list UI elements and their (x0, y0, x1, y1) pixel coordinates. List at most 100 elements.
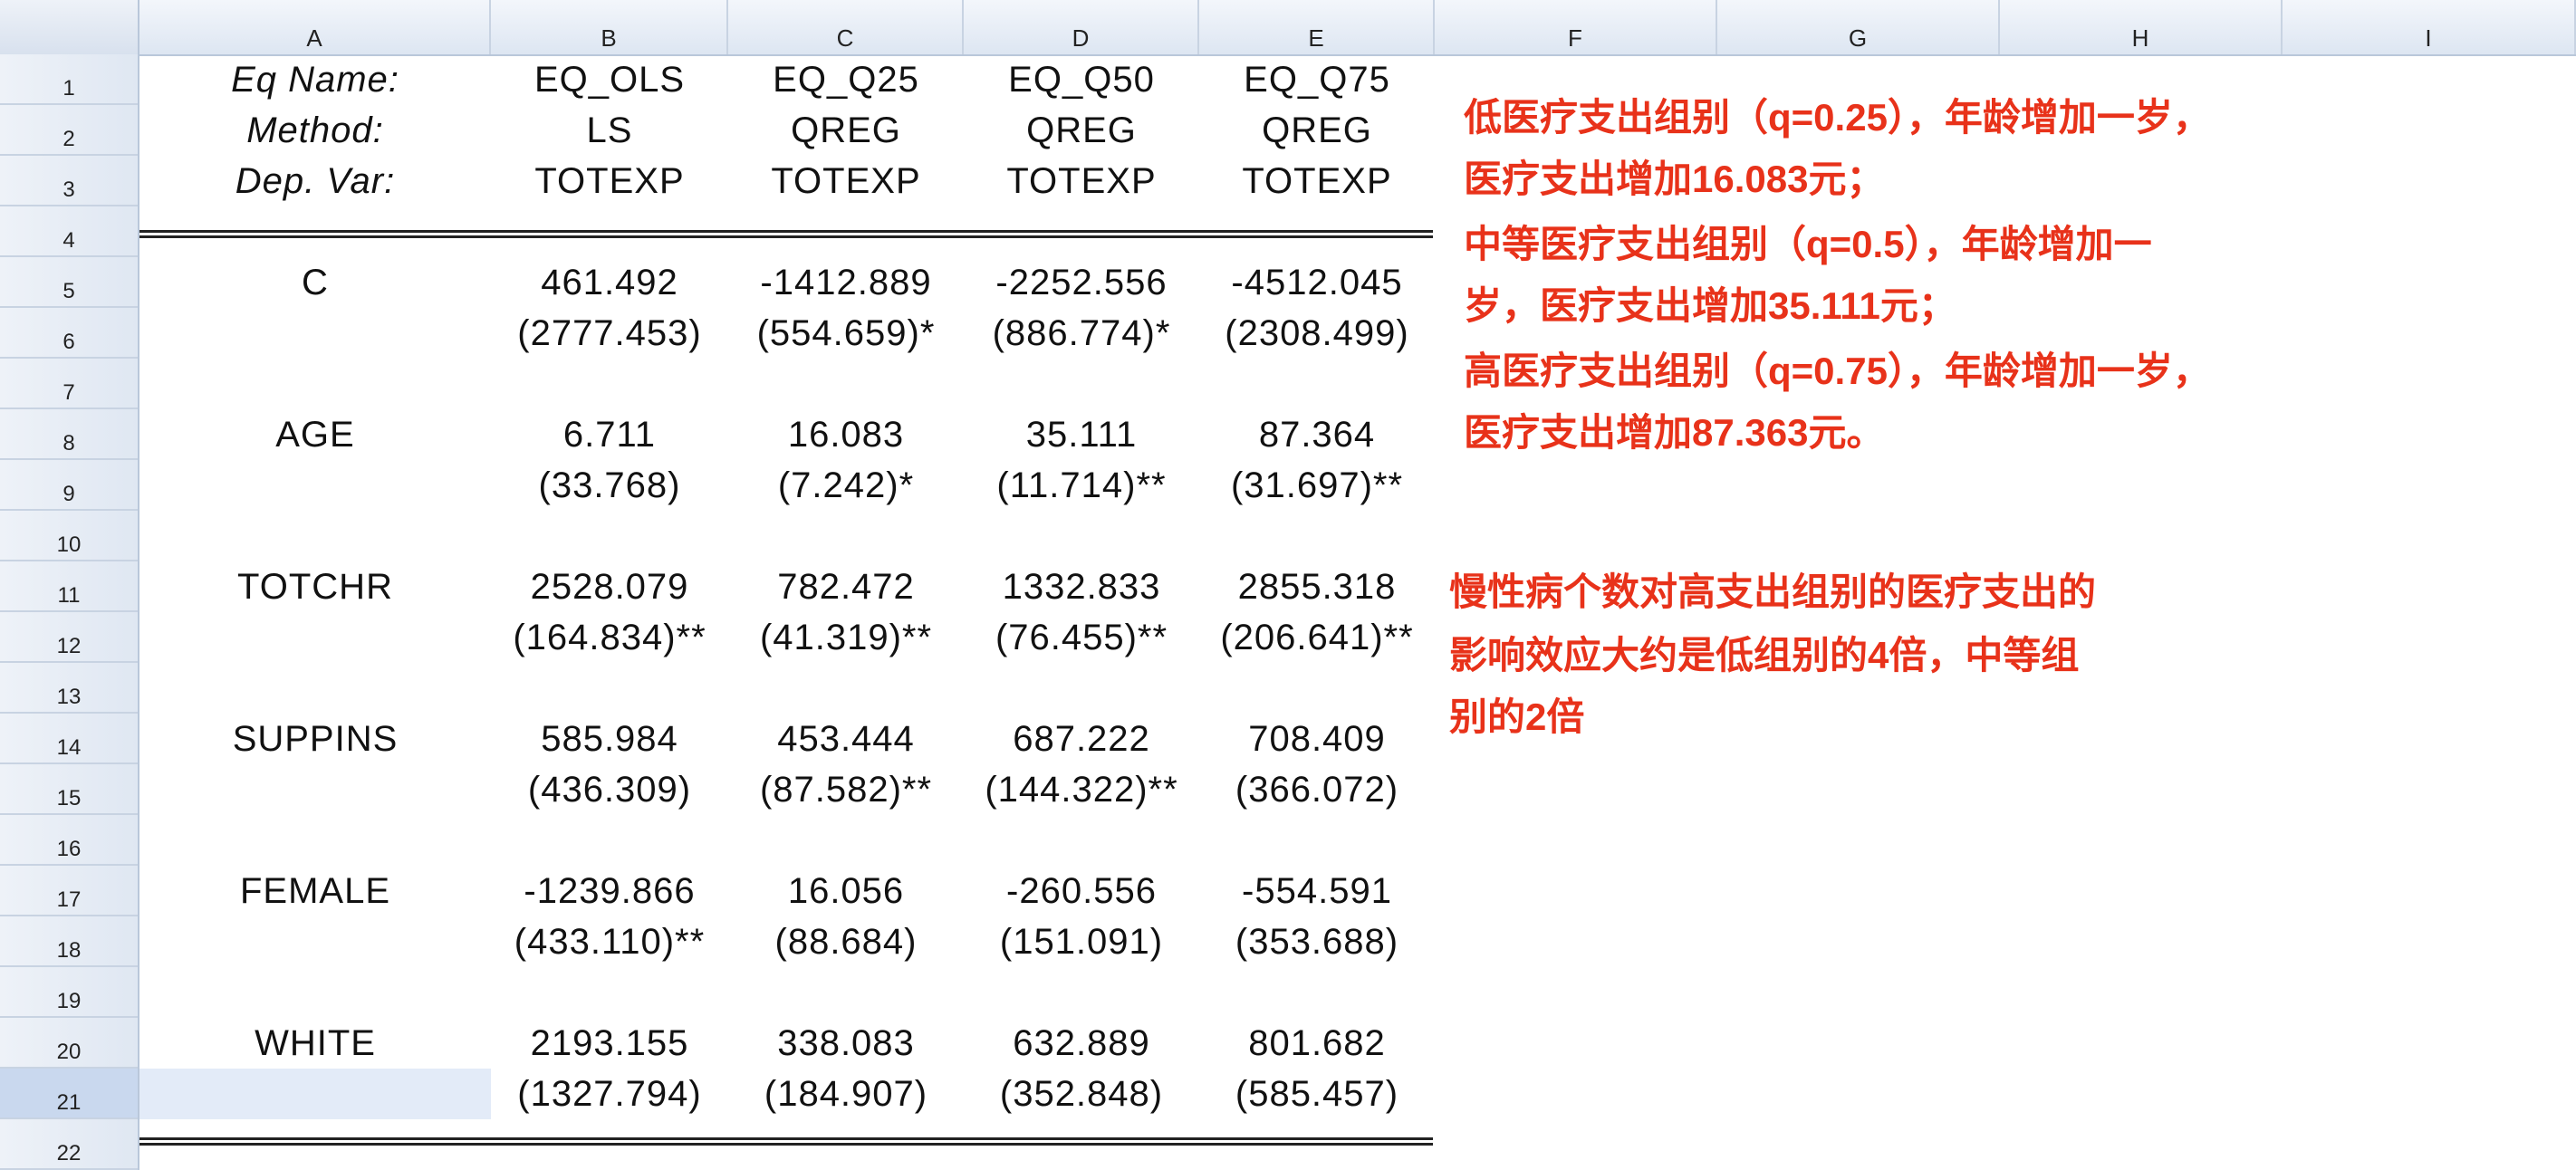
coef-cell[interactable]: 461.492 (541, 262, 678, 302)
method-q50[interactable]: QREG (1026, 110, 1137, 150)
method-label[interactable]: Method: (246, 110, 384, 150)
row-header[interactable]: 17 (0, 866, 138, 916)
se-cell[interactable]: (1327.794) (517, 1073, 702, 1114)
coef-cell[interactable]: -2252.556 (995, 262, 1168, 302)
selected-cell-a21[interactable] (139, 1069, 491, 1119)
se-cell[interactable]: (554.659)* (756, 312, 936, 353)
coef-cell[interactable]: 16.056 (787, 870, 905, 911)
se-cell[interactable]: (353.688) (1235, 921, 1399, 962)
var-name-suppins[interactable]: SUPPINS (232, 718, 399, 759)
column-header-a[interactable]: A (139, 0, 491, 54)
row-header-selected[interactable]: 21 (0, 1069, 138, 1119)
se-cell[interactable]: (366.072) (1235, 769, 1399, 810)
se-cell[interactable]: (433.110)** (514, 921, 706, 962)
coef-cell[interactable]: 2193.155 (530, 1022, 689, 1063)
row-header[interactable]: 11 (0, 561, 138, 612)
se-cell[interactable]: (11.714)** (996, 465, 1167, 505)
column-header-e[interactable]: E (1199, 0, 1435, 54)
row-header[interactable]: 7 (0, 359, 138, 409)
var-name-white[interactable]: WHITE (255, 1022, 376, 1063)
coef-cell[interactable]: 338.083 (777, 1022, 915, 1063)
coef-cell[interactable]: 2528.079 (530, 566, 689, 607)
se-cell[interactable]: (164.834)** (513, 617, 706, 657)
se-cell[interactable]: (31.697)** (1230, 465, 1404, 505)
var-name-age[interactable]: AGE (275, 414, 355, 455)
row-header[interactable]: 14 (0, 714, 138, 764)
dep-var-q50[interactable]: TOTEXP (1006, 160, 1157, 201)
se-cell[interactable]: (2308.499) (1225, 312, 1409, 353)
method-q25[interactable]: QREG (791, 110, 901, 150)
row-header[interactable]: 5 (0, 257, 138, 308)
row-header[interactable]: 13 (0, 663, 138, 714)
column-header-h[interactable]: H (2000, 0, 2283, 54)
se-cell[interactable]: (151.091) (999, 921, 1164, 962)
row-header[interactable]: 4 (0, 206, 138, 257)
row-header[interactable]: 2 (0, 105, 138, 156)
row-header[interactable]: 15 (0, 764, 138, 815)
coef-cell[interactable]: -4512.045 (1231, 262, 1403, 302)
method-q75[interactable]: QREG (1262, 110, 1372, 150)
eq-name-q50[interactable]: EQ_Q50 (1008, 59, 1155, 100)
row-header[interactable]: 6 (0, 308, 138, 359)
se-cell[interactable]: (206.641)** (1220, 617, 1414, 657)
coef-cell[interactable]: 801.682 (1248, 1022, 1386, 1063)
row-header[interactable]: 10 (0, 511, 138, 561)
se-cell[interactable]: (7.242)* (777, 465, 915, 505)
se-cell[interactable]: (184.907) (764, 1073, 928, 1114)
row-header[interactable]: 22 (0, 1119, 138, 1170)
se-cell[interactable]: (352.848) (999, 1073, 1164, 1114)
se-cell[interactable]: (87.582)** (759, 769, 933, 810)
column-header-f[interactable]: F (1435, 0, 1717, 54)
column-header-b[interactable]: B (491, 0, 728, 54)
column-header-d[interactable]: D (964, 0, 1199, 54)
se-cell[interactable]: (585.457) (1235, 1073, 1399, 1114)
coef-cell[interactable]: 453.444 (777, 718, 915, 759)
method-ols[interactable]: LS (586, 110, 633, 150)
coef-cell[interactable]: 708.409 (1248, 718, 1386, 759)
row-header[interactable]: 1 (0, 54, 138, 105)
column-header-g[interactable]: G (1717, 0, 2000, 54)
row-header[interactable]: 19 (0, 967, 138, 1018)
dep-var-label[interactable]: Dep. Var: (235, 160, 396, 201)
dep-var-q25[interactable]: TOTEXP (771, 160, 921, 201)
var-name-totchr[interactable]: TOTCHR (237, 566, 393, 607)
coef-cell[interactable]: 2855.318 (1237, 566, 1397, 607)
var-name-female[interactable]: FEMALE (239, 870, 391, 911)
se-cell[interactable]: (76.455)** (995, 617, 1168, 657)
row-header[interactable]: 20 (0, 1018, 138, 1069)
coef-cell[interactable]: 35.111 (1025, 414, 1138, 455)
eq-name-ols[interactable]: EQ_OLS (533, 59, 686, 100)
var-name-c[interactable]: C (302, 262, 329, 302)
coef-cell[interactable]: 782.472 (777, 566, 915, 607)
se-cell[interactable]: (2777.453) (517, 312, 702, 353)
eq-name-label[interactable]: Eq Name: (231, 59, 399, 100)
se-cell[interactable]: (88.684) (774, 921, 918, 962)
row-header[interactable]: 18 (0, 916, 138, 967)
dep-var-q75[interactable]: TOTEXP (1242, 160, 1392, 201)
coef-cell[interactable]: 687.222 (1013, 718, 1150, 759)
row-header[interactable]: 8 (0, 409, 138, 460)
row-header[interactable]: 12 (0, 612, 138, 663)
coef-cell[interactable]: 6.711 (562, 414, 657, 455)
coef-cell[interactable]: -1412.889 (760, 262, 932, 302)
se-cell[interactable]: (41.319)** (759, 617, 933, 657)
coef-cell[interactable]: 585.984 (541, 718, 678, 759)
coef-cell[interactable]: 16.083 (787, 414, 905, 455)
row-header[interactable]: 16 (0, 815, 138, 866)
coef-cell[interactable]: 632.889 (1013, 1022, 1150, 1063)
row-header[interactable]: 3 (0, 156, 138, 206)
column-header-c[interactable]: C (728, 0, 964, 54)
coef-cell[interactable]: -554.591 (1242, 870, 1392, 911)
coef-cell[interactable]: 1332.833 (1002, 566, 1161, 607)
dep-var-ols[interactable]: TOTEXP (534, 160, 685, 201)
se-cell[interactable]: (886.774)* (992, 312, 1171, 353)
coef-cell[interactable]: -260.556 (1006, 870, 1157, 911)
row-header[interactable]: 9 (0, 460, 138, 511)
eq-name-q75[interactable]: EQ_Q75 (1244, 59, 1390, 100)
se-cell[interactable]: (144.322)** (985, 769, 1178, 810)
column-header-i[interactable]: I (2283, 0, 2576, 54)
coef-cell[interactable]: -1239.866 (524, 870, 696, 911)
se-cell[interactable]: (436.309) (527, 769, 692, 810)
coef-cell[interactable]: 87.364 (1258, 414, 1376, 455)
select-all-corner[interactable] (0, 0, 139, 54)
